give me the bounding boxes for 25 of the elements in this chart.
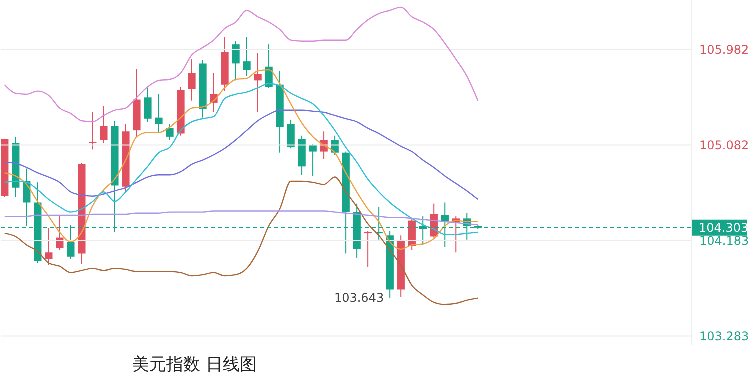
text: 美元指数 日线图: [132, 355, 257, 375]
candlestick: [265, 44, 273, 89]
y-tick-label: 105.082: [700, 138, 748, 153]
candlestick: [155, 94, 163, 134]
line-series: [4, 6, 479, 123]
candlestick: [331, 135, 339, 156]
y-tick-label: 104.183: [700, 234, 748, 248]
y-tick-label: 105.982: [700, 43, 748, 58]
line-series: [4, 110, 479, 200]
ref-line-label: 104.303: [699, 220, 748, 235]
candlestick: [254, 52, 262, 114]
candlestick: [100, 106, 108, 144]
candlestick: [287, 119, 295, 150]
candlestick: [144, 85, 152, 123]
y-tick-label: 103.283: [700, 330, 748, 344]
line-series: [4, 176, 479, 306]
candlestick: [188, 58, 196, 102]
candlestick: [232, 40, 240, 82]
candlestick: [243, 36, 251, 77]
candlestick: [166, 124, 174, 141]
candlestick: [364, 230, 372, 268]
candlestick: [45, 228, 53, 266]
annotation: 103.643: [334, 290, 384, 305]
candlestick: [309, 144, 317, 177]
candlestick: [89, 112, 97, 150]
